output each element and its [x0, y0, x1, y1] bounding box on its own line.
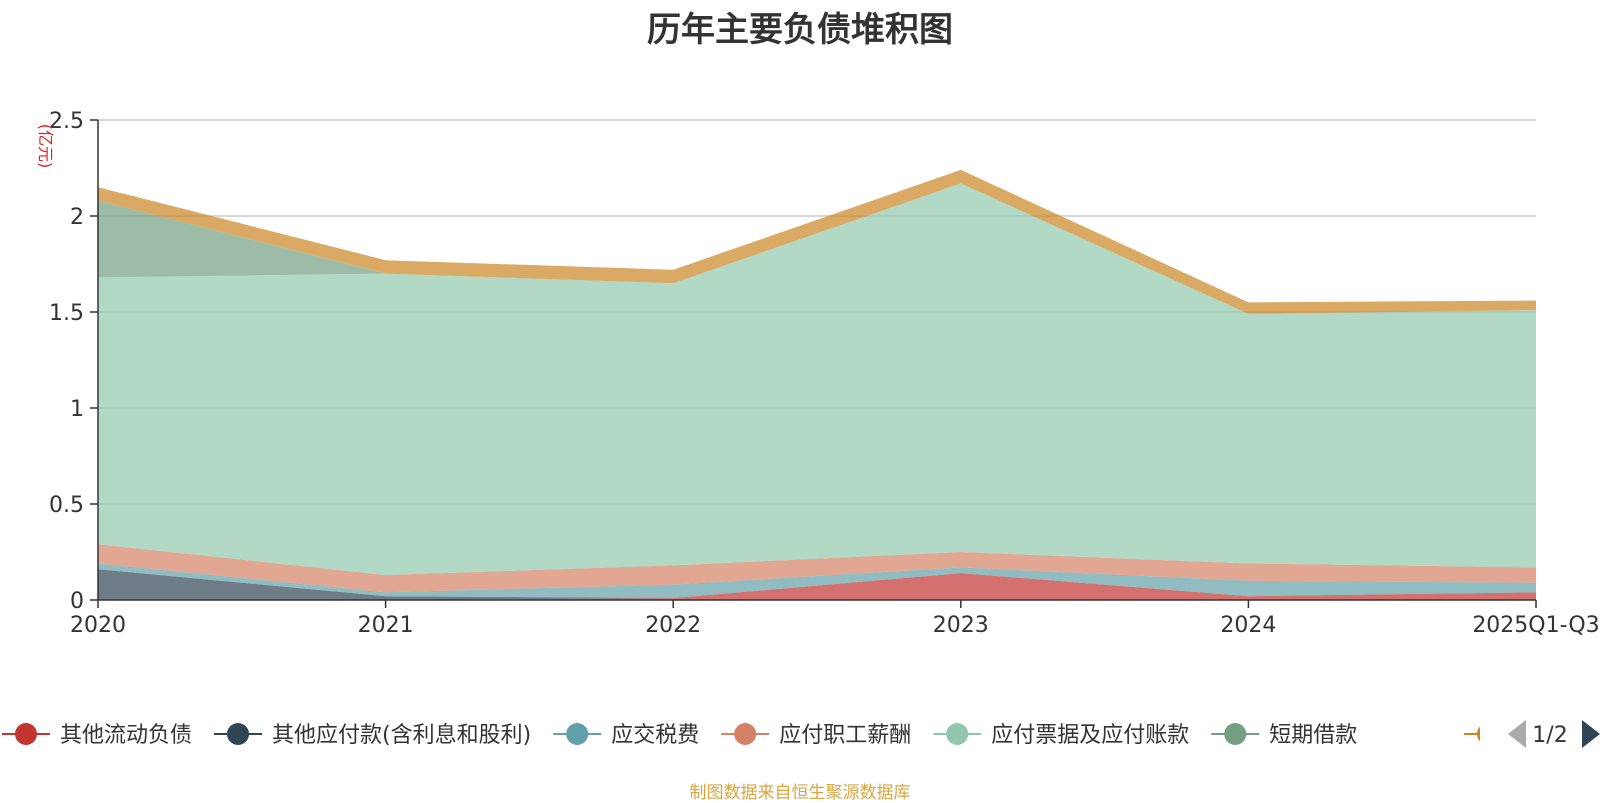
legend-label: 其他应付款(含利息和股利)	[272, 723, 531, 748]
legend-prev-page-icon[interactable]	[1508, 720, 1526, 748]
area-series-2[interactable]	[98, 563, 1536, 599]
y-tick-label: 2.5	[49, 109, 84, 134]
x-tick-label: 2023	[933, 613, 989, 638]
legend-marker	[1477, 726, 1480, 742]
legend: 其他流动负债 其他应付款(含利息和股利) 应交税费 应付职工薪酬 应付票据及应付账款 短期…	[2, 720, 1600, 748]
legend-label: 应付票据及应付账款	[991, 723, 1189, 748]
x-tick-label: 2022	[645, 613, 701, 638]
x-tick-label: 2025Q1-Q3	[1472, 613, 1599, 638]
stacked-areas	[98, 169, 1536, 600]
legend-label: 应交税费	[611, 723, 699, 748]
x-tick-label: 2021	[358, 613, 414, 638]
legend-item[interactable]: 短期借款	[1211, 723, 1357, 748]
axes: 0 0.5 1 1.5 2 2.5 2020 2021 2022 2023 2024 2025Q1-Q…	[36, 109, 1600, 638]
legend-marker	[227, 723, 250, 745]
legend-marker	[15, 723, 37, 745]
area-series-3[interactable]	[98, 544, 1536, 593]
y-axis-unit-label: (亿元)	[36, 124, 55, 169]
legend-marker	[566, 723, 589, 745]
x-tick-label: 2020	[70, 613, 126, 638]
legend-marker	[734, 723, 757, 745]
legend-item[interactable]: 应付职工薪酬	[721, 723, 911, 748]
y-tick-label: 1.5	[49, 301, 84, 326]
legend-label: 短期借款	[1269, 723, 1357, 748]
area-series-0[interactable]	[98, 573, 1536, 600]
legend-item[interactable]: 其他流动负债	[2, 723, 192, 748]
legend-page-indicator: 1/2	[1532, 723, 1567, 748]
legend-item[interactable]: 应交税费	[553, 723, 699, 748]
x-tick-label: 2024	[1220, 613, 1276, 638]
legend-label: 其他流动负债	[60, 723, 192, 748]
legend-marker	[1224, 723, 1247, 745]
legend-item[interactable]: 其他应付款(含利息和股利)	[214, 723, 531, 748]
y-tick-label: 2	[70, 205, 84, 230]
legend-next-page-icon[interactable]	[1582, 720, 1600, 748]
legend-marker	[946, 723, 969, 745]
y-tick-label: 0.5	[49, 493, 84, 518]
legend-item[interactable]: 应付票据及应付账款	[933, 723, 1189, 748]
y-tick-label: 1	[70, 397, 84, 422]
legend-item-partial[interactable]	[1464, 723, 1512, 745]
legend-label: 应付职工薪酬	[779, 723, 911, 748]
source-note: 制图数据来自恒生聚源数据库	[689, 783, 911, 803]
area-series-4[interactable]	[98, 183, 1536, 575]
y-tick-label: 0	[70, 589, 84, 614]
area-series-1[interactable]	[98, 569, 1536, 600]
area-series-6[interactable]	[98, 169, 1536, 314]
chart-title: 历年主要负债堆积图	[647, 10, 953, 50]
